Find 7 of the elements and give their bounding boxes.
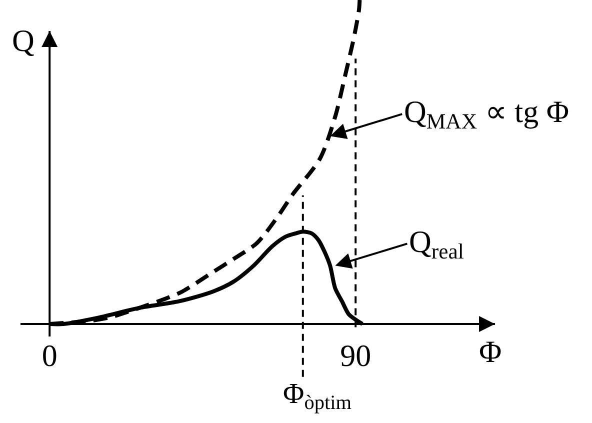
x-tick-label: 90 <box>340 338 372 373</box>
y-axis-title: Q <box>12 23 34 58</box>
x-tick-label: 0 <box>42 338 58 373</box>
annotation: Q$_{MAX}$ ∝ tg Φ <box>404 94 570 134</box>
annotation: Q$_{real}$ <box>409 224 464 264</box>
x-axis-title: Φ <box>479 334 502 369</box>
ref-line-label: Φ$_{òptim}$ <box>283 378 352 414</box>
